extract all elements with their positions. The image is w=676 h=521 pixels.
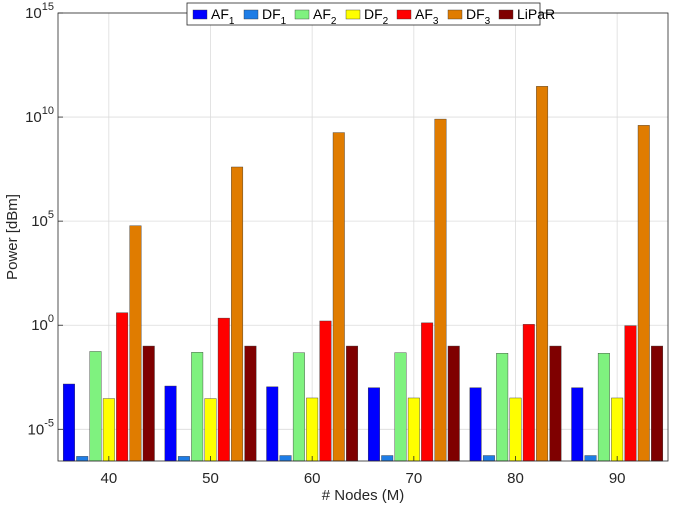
x-tick-label: 90 — [609, 470, 626, 487]
legend-box — [186, 2, 541, 26]
legend-label: AF3 — [415, 6, 439, 27]
bar-df3-90 — [637, 125, 650, 462]
bar-af2-90 — [597, 353, 610, 462]
bar-df3-50 — [231, 166, 244, 462]
bar-af2-70 — [394, 352, 407, 462]
legend-label: DF2 — [364, 6, 389, 27]
bar-lipar-80 — [549, 345, 562, 462]
grid-lines — [58, 12, 668, 461]
bar-df1-90 — [584, 455, 597, 462]
bar-df3-70 — [434, 118, 447, 462]
bar-af1-60 — [266, 386, 279, 462]
bar-df1-40 — [76, 456, 89, 462]
bar-df2-60 — [306, 397, 319, 462]
x-tick-label: 80 — [507, 470, 524, 487]
bar-af2-40 — [89, 351, 102, 462]
legend: AF1 DF1 AF2 DF2 AF3 DF3 LiPaR — [186, 2, 555, 27]
bar-af3-40 — [116, 312, 129, 462]
bar-af2-80 — [496, 353, 509, 462]
x-tick-label: 70 — [405, 470, 422, 487]
legend-swatch — [498, 9, 514, 20]
legend-swatch — [396, 9, 412, 20]
bar-af3-50 — [217, 317, 230, 462]
y-tick-label: 10-5 — [28, 417, 54, 438]
y-tick-label: 1015 — [25, 1, 54, 22]
y-axis-ticks: 10-5 100 105 1010 1015 — [25, 1, 63, 438]
bar-lipar-70 — [447, 345, 460, 462]
bar-af1-70 — [367, 387, 380, 462]
x-axis-title: # Nodes (M) — [322, 487, 405, 504]
bar-af2-60 — [292, 352, 305, 462]
bar-af1-40 — [62, 383, 75, 462]
bar-df1-80 — [482, 455, 495, 462]
bar-af1-50 — [164, 385, 177, 462]
bar-df1-60 — [279, 455, 292, 462]
legend-swatch — [192, 9, 208, 20]
bar-lipar-50 — [244, 345, 257, 462]
bar-lipar-90 — [651, 345, 664, 462]
bar-df2-90 — [611, 397, 624, 462]
y-tick-label: 1010 — [25, 105, 54, 126]
x-axis-ticks: 40 50 60 70 80 90 — [100, 456, 626, 487]
bar-df1-50 — [177, 456, 190, 462]
bar-df3-80 — [536, 86, 549, 462]
bar-df2-40 — [102, 398, 115, 462]
y-tick-label: 105 — [31, 209, 54, 230]
bar-lipar-60 — [346, 345, 359, 462]
bar-af3-60 — [319, 320, 332, 462]
bars — [62, 86, 664, 462]
bar-af1-90 — [571, 387, 584, 462]
bar-af3-90 — [624, 325, 637, 462]
legend-swatch — [345, 9, 361, 20]
legend-swatch — [447, 9, 463, 20]
bar-df3-60 — [332, 132, 345, 462]
legend-label: DF3 — [466, 6, 491, 27]
y-axis-title: Power [dBm] — [4, 194, 21, 280]
bar-lipar-40 — [142, 345, 155, 462]
legend-swatch — [243, 9, 259, 20]
y-tick-label: 100 — [31, 313, 54, 334]
bar-df3-40 — [129, 225, 142, 462]
plot-background — [58, 13, 668, 461]
bar-af3-70 — [421, 322, 434, 462]
x-tick-label: 40 — [100, 470, 117, 487]
bar-df2-70 — [407, 397, 420, 462]
legend-label: AF1 — [211, 6, 235, 27]
legend-label: AF2 — [313, 6, 337, 27]
bar-af1-80 — [469, 387, 482, 462]
x-tick-label: 60 — [304, 470, 321, 487]
x-tick-label: 50 — [202, 470, 219, 487]
bar-df2-80 — [509, 397, 522, 462]
bar-df2-50 — [204, 398, 217, 462]
bar-df1-70 — [381, 455, 394, 462]
legend-label: LiPaR — [517, 6, 555, 22]
legend-label: DF1 — [262, 6, 287, 27]
bar-af3-80 — [522, 324, 535, 462]
bar-af2-50 — [191, 352, 204, 462]
legend-swatch — [294, 9, 310, 20]
